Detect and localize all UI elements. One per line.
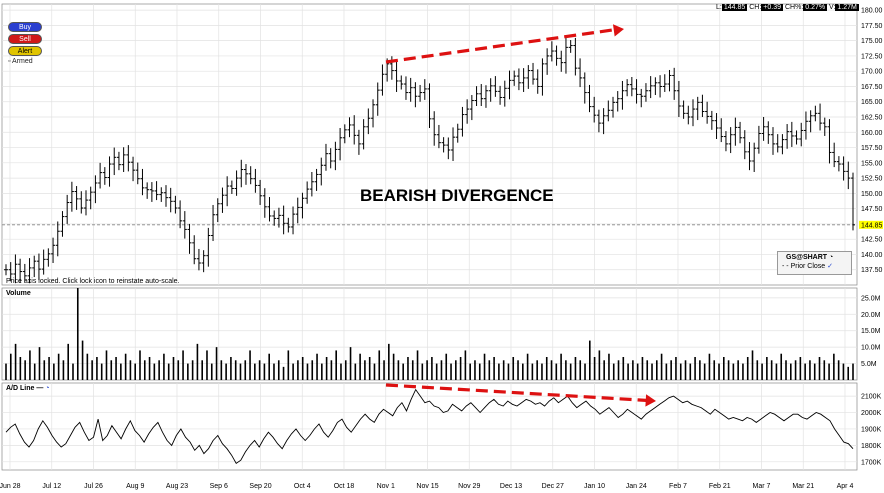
ad-series-line <box>5 388 854 465</box>
divergence-annotation: BEARISH DIVERGENCE <box>360 186 554 205</box>
price-tick-label: 147.50 <box>861 206 883 213</box>
sell-button[interactable]: Sell <box>8 34 42 44</box>
price-tick-label: 180.00 <box>861 8 883 15</box>
ad-tick-label: 2100K <box>861 394 882 401</box>
price-divergence-arrow <box>385 27 617 64</box>
ad-tick-label: 2000K <box>861 410 882 417</box>
last-price-box <box>859 220 883 229</box>
volume-tick-label: 15.0M <box>861 328 881 335</box>
volume-panel-label: Volume <box>6 290 31 297</box>
ad-tick-label: 1800K <box>861 443 882 450</box>
ad-panel-label: A/D Line — ◔ <box>6 385 50 392</box>
volume-tick-label: 10.0M <box>861 345 881 352</box>
x-tick-label: Dec 13 <box>500 483 522 490</box>
x-tick-label: Sep 20 <box>249 483 271 490</box>
quote-v-label: V: <box>829 4 836 11</box>
price-tick-label: 172.50 <box>861 53 883 60</box>
legend-title-text: GS@SHART <box>786 254 828 261</box>
x-tick-label: Oct 18 <box>334 483 355 490</box>
legend-box[interactable]: GS@SHART ◔ - - Prior Close ✓ <box>777 251 852 275</box>
x-tick-label: Mar 7 <box>753 483 771 490</box>
quote-l-value: 144.85 <box>721 4 748 11</box>
buy-button[interactable]: Buy <box>8 22 42 32</box>
x-tick-label: Jun 28 <box>0 483 21 490</box>
ad-panel-frame <box>1 382 858 471</box>
price-tick-label: 165.00 <box>861 99 883 106</box>
ad-divergence-arrow-head <box>645 394 656 407</box>
volume-tick-label: 25.0M <box>861 295 881 302</box>
x-tick-label: Jan 24 <box>626 483 647 490</box>
price-tick-label: 150.00 <box>861 191 883 198</box>
volume-tick-label: 20.0M <box>861 312 881 319</box>
settings-icon-ad[interactable]: ◔ <box>45 385 50 392</box>
quote-ch-value: +0.39 <box>761 4 783 11</box>
ad-tick-label: 1900K <box>861 426 882 433</box>
price-tick-label: 142.50 <box>861 237 883 244</box>
price-tick-label: 140.00 <box>861 252 883 259</box>
price-tick-label: 152.50 <box>861 176 883 183</box>
last-price-label: 144.85 <box>861 222 883 229</box>
quote-chp-label: CH%: <box>784 4 804 11</box>
alert-button[interactable]: Alert <box>8 46 42 56</box>
armed-icon: ▫ <box>8 58 11 65</box>
price-tick-label: 177.50 <box>861 23 883 30</box>
price-tick-label: 175.00 <box>861 38 883 45</box>
x-tick-label: Sep 6 <box>210 483 228 490</box>
quote-l-label: L: <box>716 4 722 11</box>
x-tick-label: Apr 4 <box>837 483 854 490</box>
x-tick-label: Jul 26 <box>84 483 103 490</box>
legend-prior-close: - - Prior Close ✓ <box>778 261 851 270</box>
price-tick-label: 137.50 <box>861 267 883 274</box>
ad-tick-label: 1700K <box>861 459 882 466</box>
quote-chp-value: 0.27% <box>803 4 828 11</box>
x-tick-label: Dec 27 <box>542 483 564 490</box>
price-tick-label: 162.50 <box>861 115 883 122</box>
price-panel-frame <box>1 3 858 286</box>
x-tick-label: Aug 23 <box>166 483 188 490</box>
check-icon[interactable]: ✓ <box>827 263 834 270</box>
armed-label: Armed <box>12 58 33 65</box>
quote-bar: L: 144.85 CH: +0.39 CH%: 0.27% V: 1.27M <box>716 4 859 11</box>
x-tick-label: Mar 21 <box>792 483 814 490</box>
x-tick-label: Jan 10 <box>584 483 605 490</box>
axis-lock-message: Price axis locked. Click lock icon to re… <box>6 278 180 285</box>
x-tick-label: Feb 21 <box>709 483 731 490</box>
legend-prior-close-label: Prior Close <box>790 263 826 270</box>
price-tick-label: 155.00 <box>861 160 883 167</box>
x-tick-label: Jul 12 <box>42 483 61 490</box>
x-tick-label: Nov 1 <box>377 483 395 490</box>
quote-v-value: 1.27M <box>835 4 859 11</box>
x-tick-label: Nov 29 <box>458 483 480 490</box>
price-tick-label: 170.00 <box>861 69 883 76</box>
settings-icon[interactable]: ◔ <box>829 254 834 261</box>
ad-panel-title: A/D Line <box>6 385 35 392</box>
price-tick-label: 167.50 <box>861 84 883 91</box>
price-tick-label: 157.50 <box>861 145 883 152</box>
quote-ch-label: CH: <box>749 4 762 11</box>
volume-panel-frame <box>1 287 858 381</box>
price-tick-label: 160.00 <box>861 130 883 137</box>
x-tick-label: Oct 4 <box>294 483 311 490</box>
price-divergence-arrow-head <box>612 24 624 37</box>
dashed-line-icon: - - <box>782 263 789 270</box>
x-tick-label: Aug 9 <box>126 483 144 490</box>
ad-line-swatch-icon: — <box>36 385 44 392</box>
legend-title: GS@SHART ◔ <box>778 252 851 261</box>
volume-tick-label: 5.0M <box>861 361 877 368</box>
armed-status: ▫ Armed <box>8 58 33 65</box>
ad-divergence-arrow <box>385 383 649 403</box>
x-tick-label: Feb 7 <box>669 483 687 490</box>
x-tick-label: Nov 15 <box>416 483 438 490</box>
